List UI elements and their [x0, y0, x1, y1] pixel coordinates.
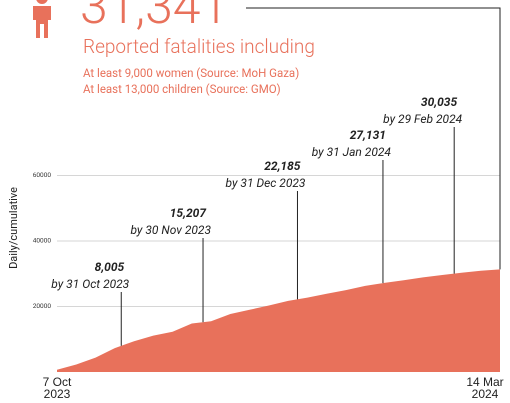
note: At least 13,000 children (Source: GMO) [83, 82, 281, 96]
annotation-value: 30,035 [421, 95, 458, 109]
person-icon [33, 0, 51, 38]
annotation-text: by 31 Dec 2023 [226, 176, 306, 190]
annotation-value: 15,207 [170, 206, 207, 220]
headline-number: 31,341 [80, 0, 228, 36]
y-axis-title: Daily/cumulative [7, 187, 20, 269]
annotation-value: 22,185 [264, 159, 301, 173]
annotation-value: 8,005 [95, 260, 125, 274]
note: At least 9,000 women (Source: MoH Gaza) [83, 66, 299, 80]
y-tick-label: 60000 [33, 171, 52, 179]
x-tick-label: 14 Mar 2024 [466, 375, 504, 401]
y-tick-label: 40000 [33, 237, 52, 245]
area [57, 269, 500, 372]
y-tick-label: 20000 [33, 302, 52, 310]
annotation-text: by 31 Jan 2024 [312, 145, 392, 159]
annotation-text: by 30 Nov 2023 [130, 223, 211, 237]
headline-leader [246, 7, 501, 270]
x-tick-label: 7 Oct 2023 [42, 375, 72, 401]
annotation-text: by 29 Feb 2024 [383, 112, 463, 126]
annotation-text: by 31 Oct 2023 [51, 277, 129, 291]
subtitle: Reported fatalities including [83, 35, 315, 58]
annotation-value: 27,131 [350, 128, 386, 142]
